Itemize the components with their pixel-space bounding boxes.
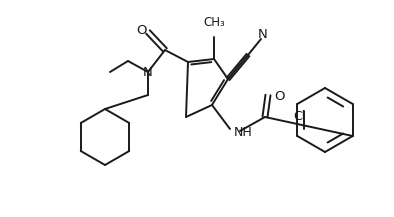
Text: N: N — [258, 28, 268, 41]
Text: O: O — [274, 90, 284, 104]
Text: N: N — [143, 66, 153, 79]
Text: CH₃: CH₃ — [203, 16, 225, 29]
Text: NH: NH — [234, 127, 253, 140]
Text: Cl: Cl — [293, 110, 305, 123]
Text: O: O — [137, 23, 147, 36]
